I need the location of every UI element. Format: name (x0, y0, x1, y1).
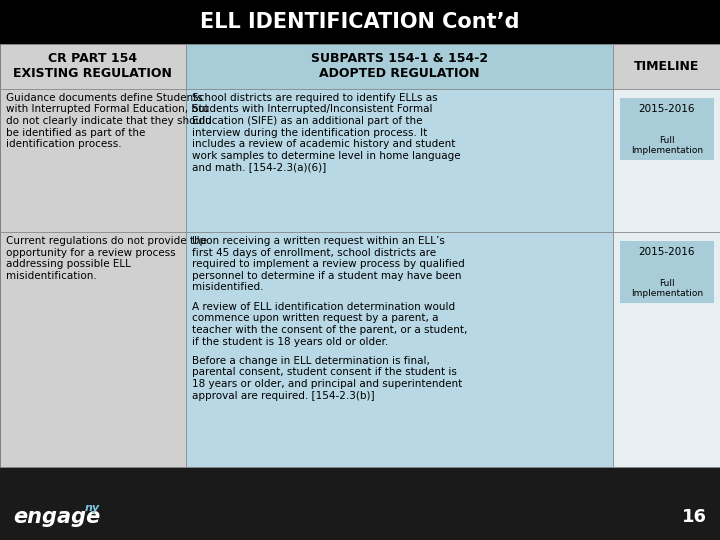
Text: Full
Implementation: Full Implementation (631, 279, 703, 298)
Bar (186, 232, 613, 467)
Text: Current regulations do not provide the
opportunity for a review process
addressi: Current regulations do not provide the o… (6, 236, 207, 281)
Text: Before a change in ELL determination is final,
parental consent, student consent: Before a change in ELL determination is … (192, 356, 462, 401)
Text: School districts are required to identify ELLs as
Students with Interrupted/Inco: School districts are required to identif… (192, 93, 460, 172)
Text: ny: ny (85, 503, 100, 513)
Text: 2015-2016: 2015-2016 (639, 104, 695, 114)
Text: Full
Implementation: Full Implementation (631, 136, 703, 155)
Text: A review of ELL identification determination would
commence upon written request: A review of ELL identification determina… (192, 302, 467, 347)
Bar (0, 496, 720, 540)
Text: engage: engage (13, 507, 100, 527)
Text: Guidance documents define Students
with Interrupted Formal Education, but
do not: Guidance documents define Students with … (6, 93, 212, 149)
Bar (0, 89, 186, 232)
Bar (620, 98, 714, 160)
Text: CR PART 154
EXISTING REGULATION: CR PART 154 EXISTING REGULATION (14, 52, 172, 80)
Bar (186, 44, 613, 89)
Bar (620, 241, 714, 303)
Bar (0, 0, 720, 44)
Text: Upon receiving a written request within an ELL’s
first 45 days of enrollment, sc: Upon receiving a written request within … (192, 236, 464, 292)
Text: 2015-2016: 2015-2016 (639, 247, 695, 257)
Bar (0, 44, 186, 89)
Text: SUBPARTS 154-1 & 154-2
ADOPTED REGULATION: SUBPARTS 154-1 & 154-2 ADOPTED REGULATIO… (311, 52, 488, 80)
Bar (613, 44, 720, 89)
Text: ELL IDENTIFICATION Cont’d: ELL IDENTIFICATION Cont’d (200, 12, 520, 32)
Text: TIMELINE: TIMELINE (634, 60, 699, 73)
Bar (613, 89, 720, 232)
Bar (613, 232, 720, 467)
Text: 16: 16 (682, 508, 707, 526)
Bar (186, 89, 613, 232)
Bar (0, 232, 186, 467)
